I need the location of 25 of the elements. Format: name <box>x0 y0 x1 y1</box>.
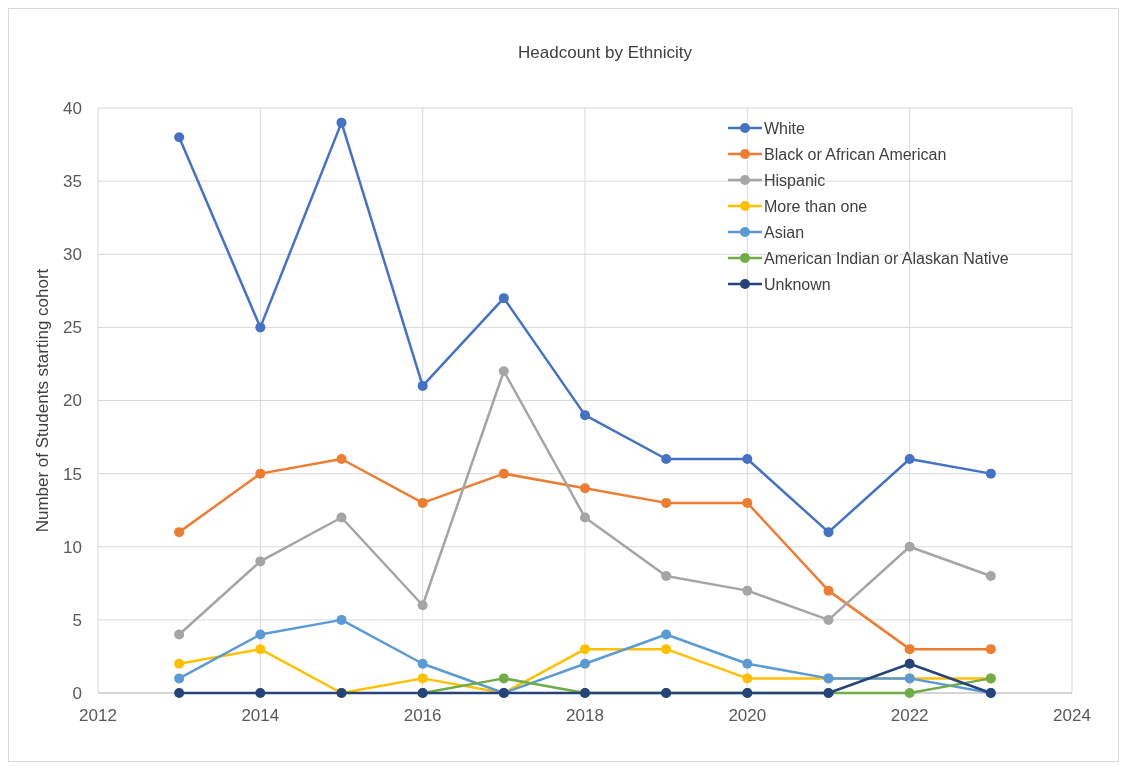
y-tick-label: 35 <box>63 172 82 192</box>
legend-label: Unknown <box>764 275 831 293</box>
y-tick-label: 15 <box>63 464 82 484</box>
y-tick-label: 20 <box>63 391 82 411</box>
legend-label: Hispanic <box>764 171 826 189</box>
x-tick-label: 2018 <box>566 706 604 725</box>
legend-label: Black or African American <box>764 145 947 163</box>
y-tick-label: 5 <box>72 610 82 630</box>
y-tick-label: 10 <box>63 537 82 557</box>
x-tick-label: 2016 <box>403 706 442 725</box>
y-axis-title: Number of Students starting cohort <box>33 268 52 533</box>
y-tick-label: 30 <box>63 245 82 265</box>
y-tick-label: 40 <box>63 98 82 118</box>
y-tick-label: 25 <box>63 318 82 338</box>
x-tick-label: 2022 <box>890 706 929 725</box>
legend-label: More than one <box>764 197 868 215</box>
chart-title: Headcount by Ethnicity <box>518 43 693 62</box>
x-tick-label: 2020 <box>728 706 767 725</box>
x-tick-label: 2012 <box>79 706 117 725</box>
x-tick-label: 2014 <box>241 706 280 725</box>
legend-label: White <box>764 119 805 137</box>
legend-label: American Indian or Alaskan Native <box>764 249 1009 267</box>
x-tick-label: 2024 <box>1053 706 1091 725</box>
legend-label: Asian <box>764 223 805 241</box>
y-tick-label: 0 <box>72 683 82 703</box>
